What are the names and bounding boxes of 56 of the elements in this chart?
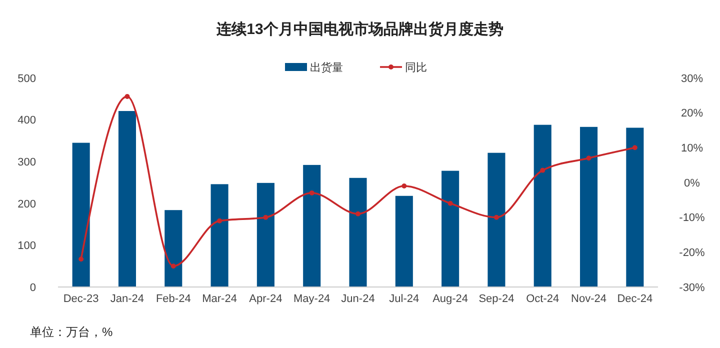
bar xyxy=(626,128,644,287)
bar xyxy=(395,196,413,287)
point xyxy=(402,183,407,188)
x-tick-label: Jun-24 xyxy=(341,293,375,305)
x-tick-label: Sep-24 xyxy=(478,293,514,305)
legend-label: 出货量 xyxy=(310,60,343,74)
bar xyxy=(580,126,598,287)
x-tick-label: Aug-24 xyxy=(432,293,468,305)
text: 单位：万台，% xyxy=(30,325,113,339)
point xyxy=(586,156,592,161)
point xyxy=(309,190,314,196)
x-tick-label: Dec-24 xyxy=(617,293,653,305)
bar xyxy=(442,170,460,287)
x-tick-label: Jan-24 xyxy=(110,293,144,305)
point xyxy=(170,264,176,269)
legend-label: 同比 xyxy=(405,60,427,74)
y2-tick-label: 20% xyxy=(680,108,704,120)
point xyxy=(78,256,84,262)
y-tick-label: 500 xyxy=(18,72,36,85)
y2-tick-label: 30% xyxy=(680,72,704,85)
point xyxy=(124,94,130,99)
y2-tick-label: -10% xyxy=(679,212,706,224)
point xyxy=(494,214,499,220)
point xyxy=(356,211,360,216)
y-tick-label: 100 xyxy=(18,240,36,252)
x-tick-label: Jul-24 xyxy=(389,293,420,305)
bar xyxy=(210,184,228,287)
y-tick-label: 400 xyxy=(18,114,36,127)
bar xyxy=(303,164,321,287)
point xyxy=(263,214,268,220)
x-tick-label: Feb-24 xyxy=(156,293,191,305)
y-tick-label: 200 xyxy=(18,198,36,210)
bar xyxy=(534,124,552,287)
point xyxy=(540,168,546,173)
bar xyxy=(349,178,367,287)
y-tick-label: 300 xyxy=(18,156,36,168)
point xyxy=(448,200,453,206)
bar xyxy=(72,142,90,287)
bar xyxy=(256,182,274,287)
point xyxy=(217,218,222,224)
x-tick-label: May-24 xyxy=(294,293,330,305)
y2-tick-label: 10% xyxy=(680,142,704,155)
y-tick-label: 0 xyxy=(30,282,36,294)
y2-tick-label: 0% xyxy=(684,177,700,190)
bar xyxy=(164,210,182,287)
x-tick-label: Nov-24 xyxy=(571,293,607,305)
chart-title: 连续13个月中国电视市场品牌出货月度走势 xyxy=(216,20,504,38)
x-tick-label: Apr-24 xyxy=(249,293,282,305)
y2-tick-label: -20% xyxy=(679,247,706,260)
x-tick-label: Dec-23 xyxy=(63,293,99,305)
point xyxy=(632,145,638,150)
x-tick-label: Mar-24 xyxy=(202,293,237,305)
bar xyxy=(118,111,136,287)
x-tick-label: Oct-24 xyxy=(526,293,560,305)
y2-tick-label: -30% xyxy=(679,282,706,294)
bar xyxy=(488,152,506,287)
